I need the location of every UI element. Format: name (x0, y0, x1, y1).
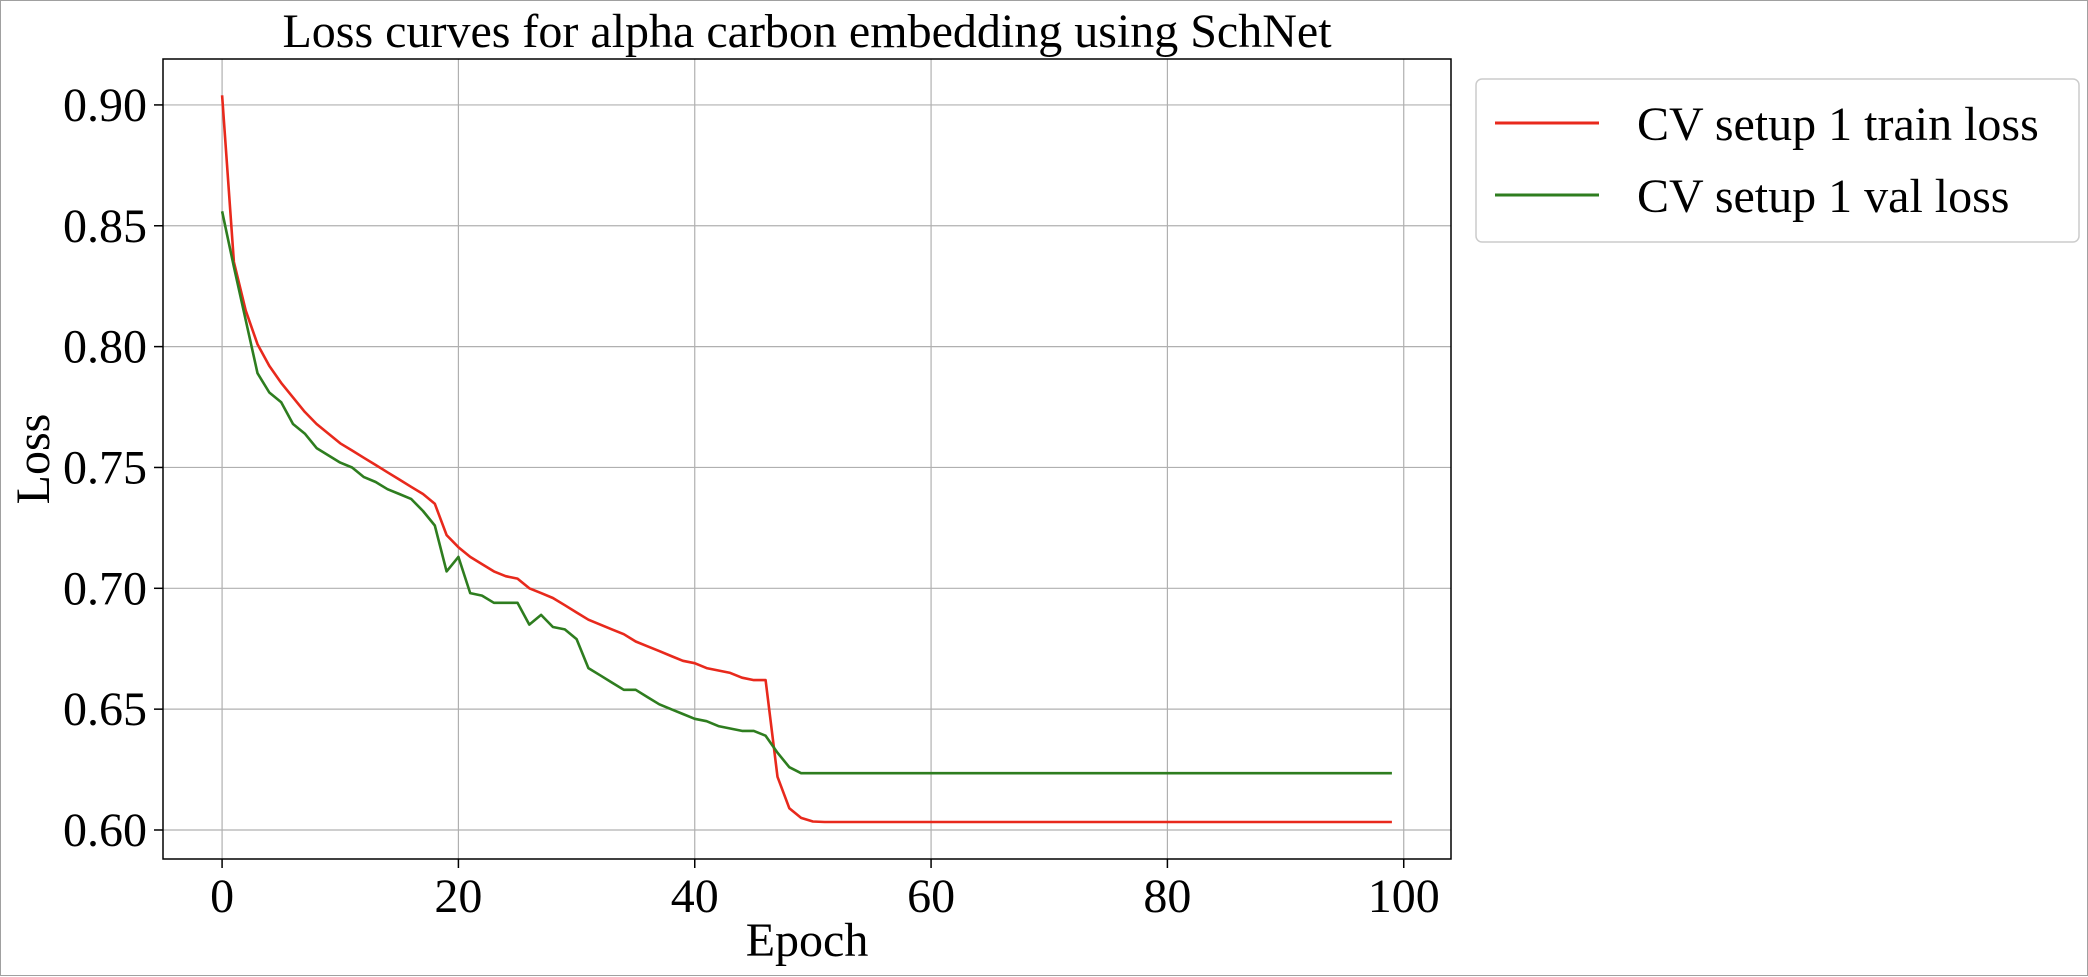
y-tick-label: 0.90 (63, 79, 147, 132)
series-lines (220, 95, 1392, 824)
y-tick-label: 0.85 (63, 200, 147, 253)
train-loss-line (220, 95, 1392, 824)
legend-box (1475, 78, 2080, 243)
grid-lines (163, 59, 1451, 859)
axis-ticks: 0 20 40 60 80 100 0.60 0.65 0.70 0.75 0.80 0.85 0.90 (63, 79, 1440, 923)
y-tick-label: 0.80 (63, 321, 147, 374)
legend: CV setup 1 train loss CV setup 1 val los… (1475, 78, 2080, 243)
x-tick-label: 60 (907, 870, 955, 923)
x-tick-label: 0 (210, 870, 234, 923)
y-axis-label: Loss (7, 414, 60, 505)
legend-label-val: CV setup 1 val loss (1637, 170, 2009, 223)
y-tick-label: 0.70 (63, 562, 147, 615)
val-loss-line (220, 211, 1392, 775)
y-tick-label: 0.75 (63, 441, 147, 494)
x-tick-label: 80 (1143, 870, 1191, 923)
x-tick-label: 40 (671, 870, 719, 923)
y-tick-label: 0.65 (63, 683, 147, 736)
y-tick-label: 0.60 (63, 804, 147, 857)
x-tick-label: 20 (434, 870, 482, 923)
plot-frame (162, 58, 1452, 860)
chart-title: Loss curves for alpha carbon embedding u… (282, 5, 1332, 58)
legend-label-train: CV setup 1 train loss (1637, 98, 2039, 151)
plot-area: 0 20 40 60 80 100 0.60 0.65 0.70 0.75 0.80 0.85 0.90 (63, 58, 1452, 923)
x-axis-label: Epoch (746, 914, 869, 967)
x-tick-label: 100 (1368, 870, 1440, 923)
